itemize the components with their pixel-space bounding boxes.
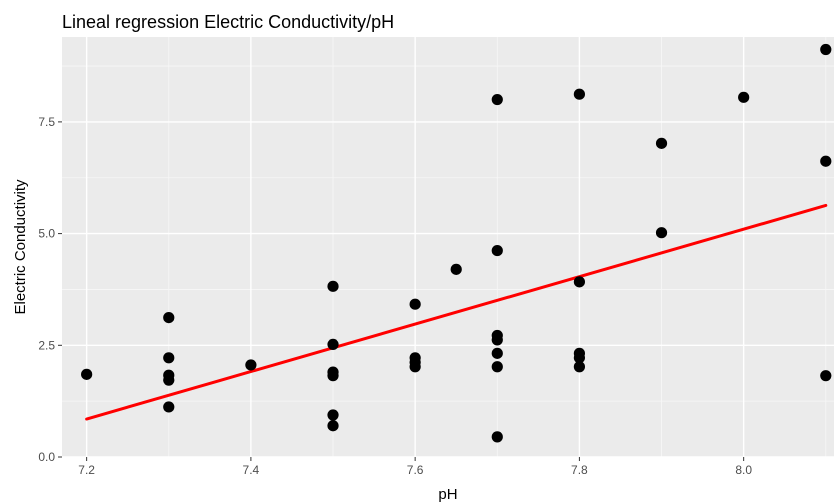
y-tick-label-3: 7.5 — [38, 115, 55, 129]
data-point-12 — [327, 420, 339, 432]
x-tick-label-2: 7.6 — [407, 463, 424, 477]
x-tick-label-3: 7.8 — [571, 463, 588, 477]
data-point-28 — [573, 352, 586, 364]
data-point-32 — [738, 91, 750, 103]
data-point-18 — [491, 93, 503, 106]
data-point-16 — [409, 361, 421, 373]
points-layer — [81, 43, 832, 443]
data-point-22 — [491, 347, 503, 359]
data-point-26 — [573, 276, 586, 288]
major-grid — [62, 37, 834, 458]
x-axis-ticks: 7.2 7.4 7.6 7.8 8.0 — [78, 457, 752, 477]
data-point-19 — [491, 244, 503, 257]
y-axis-title: Electric Conductivity — [12, 179, 29, 315]
data-point-23 — [491, 361, 503, 373]
chart-title: Lineal regression Electric Conductivity/… — [62, 12, 394, 32]
data-point-6 — [245, 359, 257, 371]
data-point-17 — [450, 263, 462, 275]
data-point-35 — [820, 370, 832, 382]
data-point-31 — [655, 227, 668, 239]
regression-layer — [85, 203, 828, 421]
data-point-24 — [491, 431, 503, 443]
y-tick-label-1: 2.5 — [38, 338, 55, 352]
data-point-30 — [655, 137, 668, 149]
y-tick-label-2: 5.0 — [38, 227, 55, 241]
data-point-5 — [163, 401, 175, 413]
data-point-33 — [820, 43, 832, 56]
data-point-1 — [163, 311, 175, 324]
x-tick-label-4: 8.0 — [735, 463, 752, 477]
data-point-21 — [491, 334, 503, 346]
x-tick-label-0: 7.2 — [78, 463, 95, 477]
y-tick-label-0: 0.0 — [38, 450, 55, 464]
data-point-8 — [327, 338, 339, 351]
regression-line — [85, 203, 828, 421]
data-point-4 — [163, 374, 175, 386]
x-tick-label-1: 7.4 — [243, 463, 260, 477]
data-point-7 — [327, 280, 339, 292]
plot-panel — [62, 37, 834, 457]
data-point-2 — [163, 352, 175, 364]
data-point-11 — [327, 409, 339, 421]
data-point-34 — [820, 155, 832, 167]
data-point-13 — [409, 298, 421, 310]
y-axis-ticks: 0.0 2.5 5.0 7.5 — [38, 115, 62, 464]
data-point-10 — [327, 370, 339, 382]
data-point-29 — [573, 361, 586, 373]
data-point-0 — [81, 368, 93, 380]
x-axis-title: pH — [438, 486, 457, 503]
data-point-25 — [573, 88, 586, 100]
